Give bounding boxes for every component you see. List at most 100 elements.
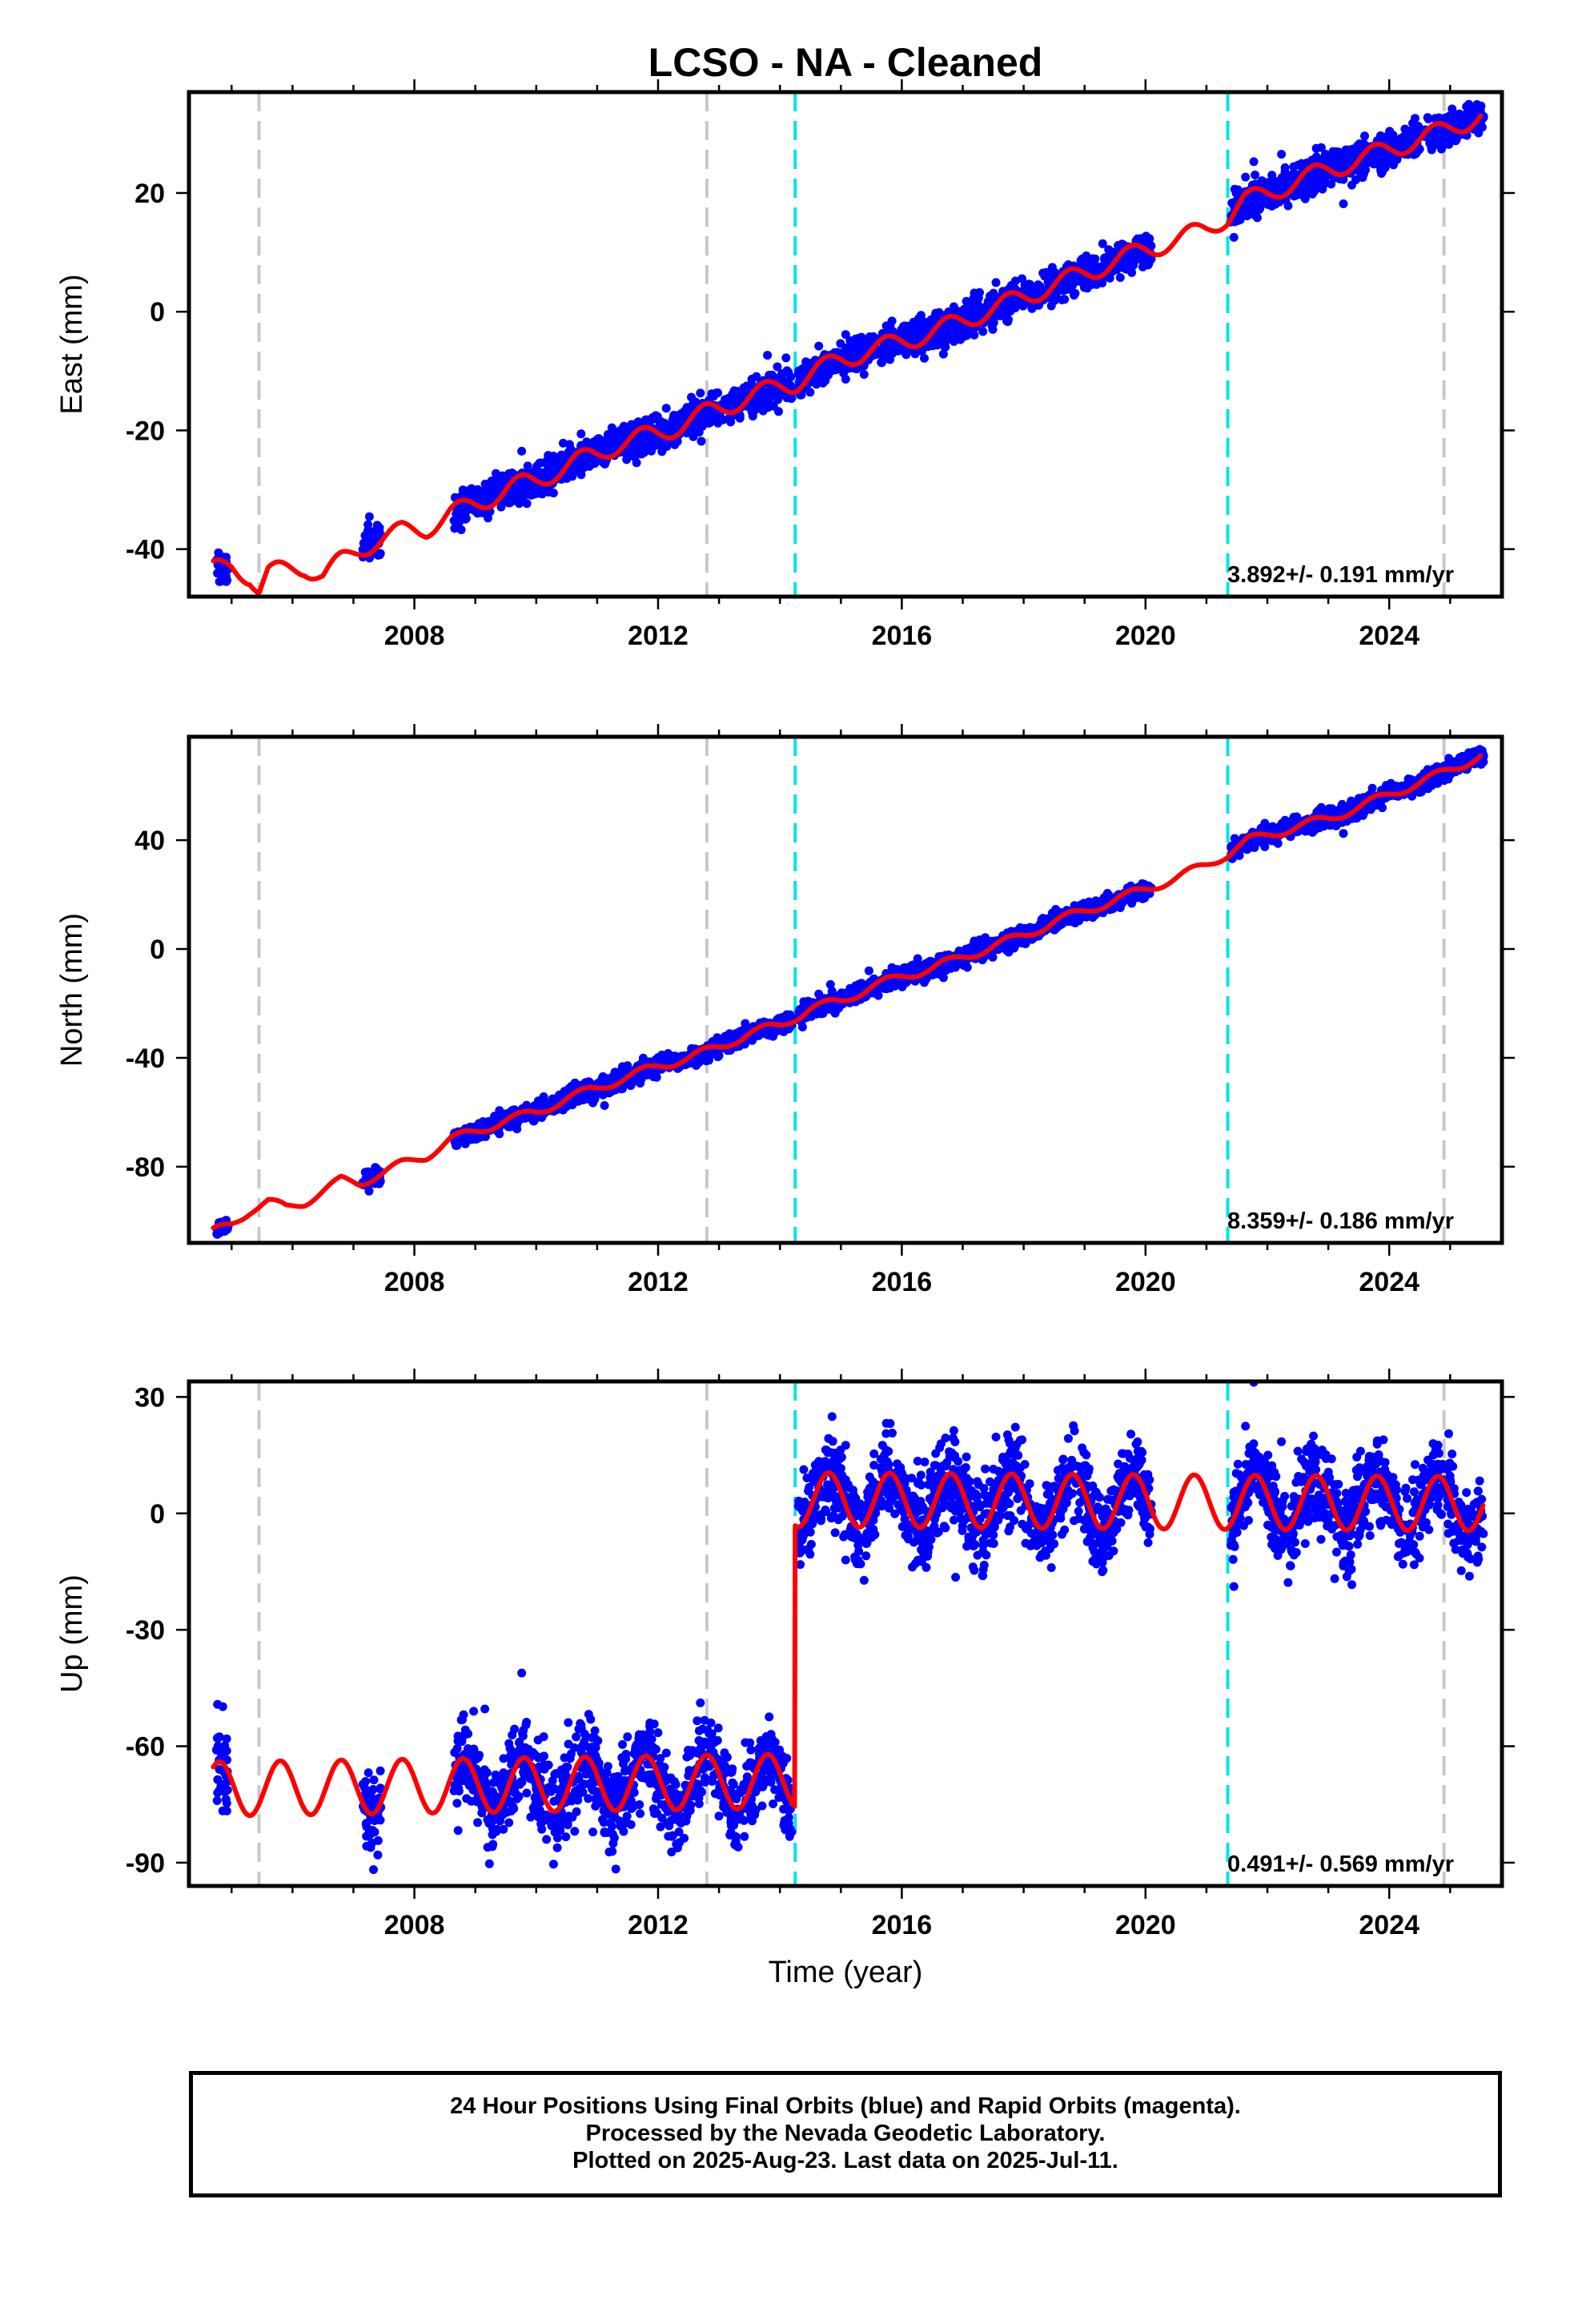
north-data-point — [627, 1079, 636, 1088]
east-data-point — [763, 351, 773, 360]
east-data-point — [544, 451, 553, 460]
north-data-point — [825, 979, 835, 989]
north-data-points — [212, 745, 1488, 1239]
east-data-point — [515, 499, 524, 509]
east-data-point — [694, 428, 704, 437]
east-data-point — [1306, 174, 1315, 183]
east-data-point — [1241, 172, 1251, 182]
east-data-point — [817, 377, 826, 387]
east-data-point — [885, 320, 895, 330]
east-data-point — [962, 296, 971, 306]
east-data-point — [949, 302, 958, 312]
east-data-point — [632, 458, 641, 468]
north-data-point — [741, 1019, 750, 1028]
east-data-point — [986, 292, 994, 301]
east-data-point — [459, 487, 468, 497]
east-data-point — [671, 419, 681, 428]
north-data-point — [864, 966, 873, 975]
north-data-point — [600, 1101, 609, 1110]
east-y-tick-label: -20 — [126, 416, 165, 446]
east-data-point — [456, 525, 466, 534]
east-data-point — [913, 314, 923, 324]
east-data-point — [657, 447, 667, 456]
east-data-point — [1311, 152, 1321, 162]
east-data-point — [558, 438, 568, 448]
east-data-point — [1287, 171, 1296, 181]
north-data-point — [537, 1095, 547, 1104]
east-data-point — [897, 329, 907, 339]
east-data-point — [1355, 139, 1364, 149]
north-data-point — [959, 961, 969, 970]
east-data-point — [487, 476, 496, 485]
east-data-point — [546, 468, 556, 478]
east-data-point — [941, 342, 950, 352]
east-data-point — [784, 379, 793, 388]
east-data-point — [805, 388, 815, 397]
east-data-point — [534, 489, 544, 498]
east-data-point — [1382, 158, 1391, 167]
east-frame — [187, 90, 1504, 599]
east-data-point — [460, 507, 470, 517]
east-x-tick-label: 2020 — [1115, 621, 1176, 651]
east-data-point — [1469, 105, 1479, 115]
north-data-point — [773, 1015, 782, 1024]
east-data-point — [372, 527, 382, 537]
north-data-point — [693, 1055, 702, 1063]
east-data-point — [523, 461, 532, 471]
east-data-point — [223, 576, 232, 585]
east-plot-area — [211, 92, 1488, 597]
east-data-point — [574, 457, 584, 467]
east-data-point — [1035, 282, 1045, 292]
east-data-point — [496, 502, 506, 512]
east-data-point — [944, 325, 954, 335]
east-data-point — [1332, 153, 1342, 162]
east-data-point — [1400, 124, 1410, 134]
east-data-point — [1097, 262, 1106, 271]
east-data-point — [824, 370, 833, 380]
east-data-point — [1240, 203, 1250, 213]
north-data-point — [713, 1033, 722, 1043]
north-data-point — [664, 1049, 673, 1058]
east-data-point — [661, 404, 671, 413]
north-data-point — [616, 1084, 626, 1094]
east-data-point — [1436, 141, 1445, 151]
east-data-point — [1271, 199, 1280, 208]
east-data-point — [1339, 199, 1348, 208]
north-data-point — [873, 991, 883, 1000]
east-data-point — [613, 431, 623, 440]
east-data-point — [786, 393, 796, 403]
east-data-point — [538, 472, 548, 482]
east-data-point — [682, 403, 692, 412]
east-data-point — [782, 366, 792, 376]
east-data-point — [1060, 276, 1070, 286]
east-data-point — [724, 400, 733, 409]
east-model-line — [211, 113, 1484, 596]
east-data-point — [1411, 129, 1420, 139]
east-data-point — [724, 414, 733, 424]
east-data-point — [1141, 251, 1150, 261]
east-data-point — [1068, 280, 1077, 290]
east-data-point — [930, 336, 939, 345]
east-data-point — [499, 476, 508, 485]
east-data-point — [709, 392, 718, 401]
east-data-point — [1088, 254, 1098, 263]
east-data-point — [636, 449, 646, 459]
east-data-point — [687, 392, 696, 402]
east-data-point — [665, 424, 675, 434]
north-data-point — [514, 1116, 524, 1126]
east-data-point — [978, 327, 988, 336]
north-data-point — [529, 1113, 539, 1123]
east-data-point — [1229, 232, 1239, 242]
east-data-point — [657, 440, 667, 449]
east-data-point — [1131, 248, 1141, 258]
east-data-point — [775, 373, 785, 382]
figure-title: LCSO - NA - Cleaned — [648, 40, 1043, 85]
east-data-point — [1300, 194, 1310, 203]
east-data-point — [840, 366, 849, 375]
east-y-label: East (mm) — [55, 274, 89, 414]
east-data-point — [1277, 150, 1287, 159]
east-data-point — [1311, 143, 1321, 153]
north-data-point — [812, 1009, 821, 1019]
east-data-point — [375, 550, 384, 560]
east-data-point — [989, 314, 998, 324]
